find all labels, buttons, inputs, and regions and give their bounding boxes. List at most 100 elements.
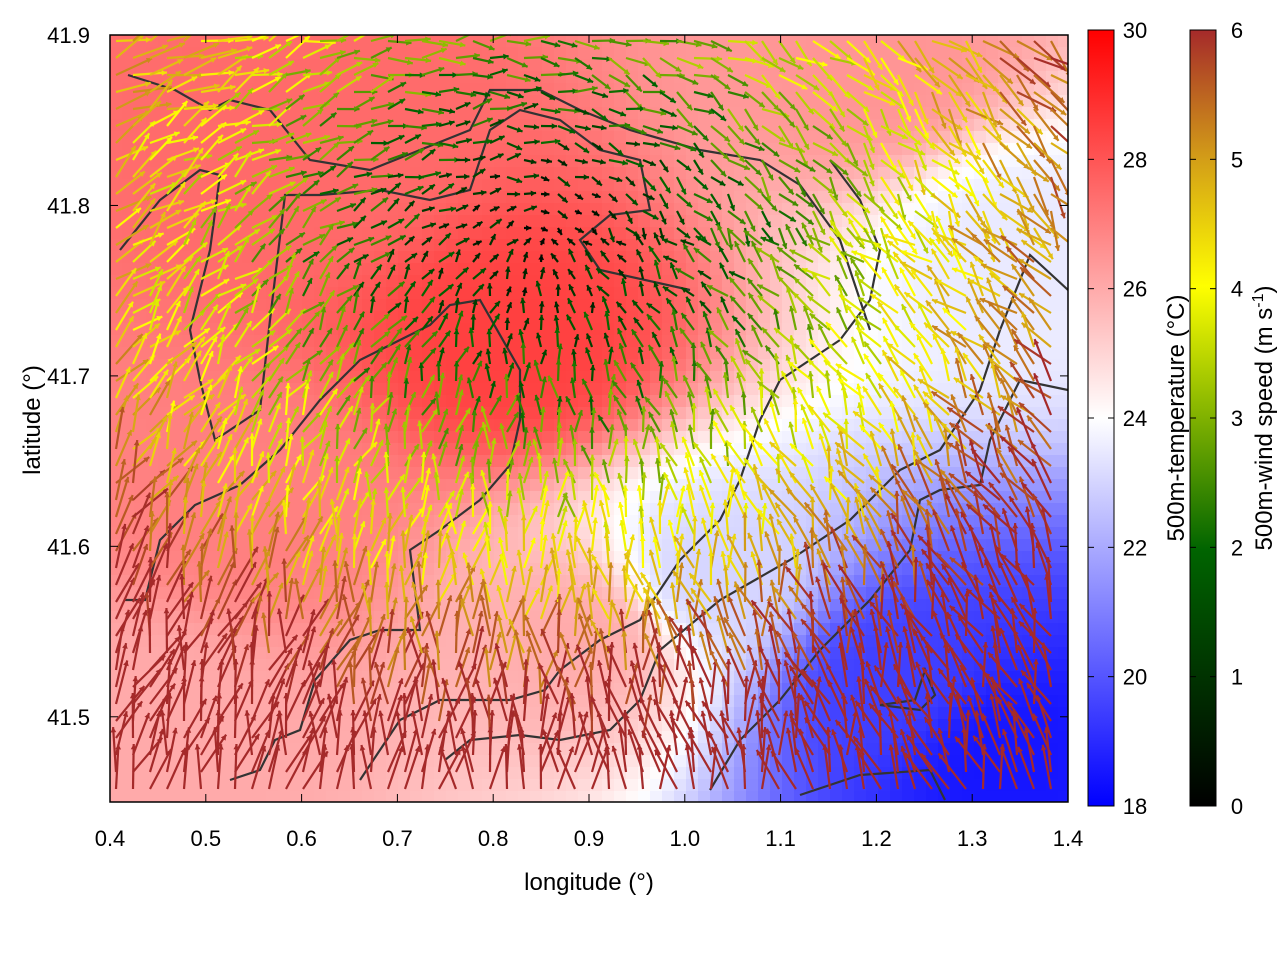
temperature-cell: [290, 167, 303, 180]
temperature-cell: [518, 215, 531, 228]
temperature-cell: [338, 719, 351, 732]
temperature-cell: [698, 419, 711, 432]
temperature-cell: [374, 791, 387, 802]
temperature-cell: [530, 263, 543, 276]
temperature-cell: [278, 347, 291, 360]
temperature-cell: [770, 179, 783, 192]
temperature-cell: [374, 575, 387, 588]
temperature-cell: [374, 227, 387, 240]
temperature-cell: [374, 359, 387, 372]
temperature-cell: [494, 443, 507, 456]
temperature-cell: [914, 287, 927, 300]
temperature-cell: [278, 407, 291, 420]
temperature-cell: [278, 83, 291, 96]
temperature-cell: [266, 791, 279, 802]
temperature-cell: [326, 455, 339, 468]
temperature-cell: [146, 407, 159, 420]
temperature-cell: [686, 191, 699, 204]
temperature-cell: [230, 731, 243, 744]
temperature-cell: [818, 191, 831, 204]
temperature-cell: [590, 59, 603, 72]
temperature-cell: [278, 755, 291, 768]
temperature-cell: [386, 143, 399, 156]
temperature-cell: [806, 131, 819, 144]
temperature-cell: [314, 791, 327, 802]
temperature-cell: [542, 215, 555, 228]
temperature-cell: [398, 371, 411, 384]
temperature-cell: [806, 35, 819, 48]
temperature-cell: [578, 767, 591, 780]
temperature-cell: [326, 155, 339, 168]
temperature-cell: [386, 491, 399, 504]
temperature-cell: [674, 347, 687, 360]
temperature-cell: [302, 227, 315, 240]
temperature-cell: [122, 623, 135, 636]
temperature-cell: [686, 539, 699, 552]
temperature-cell: [458, 59, 471, 72]
temperature-cell: [374, 287, 387, 300]
temperature-cell: [374, 107, 387, 120]
temperature-cell: [746, 767, 759, 780]
temperature-cell: [314, 671, 327, 684]
temperature-cell: [254, 647, 267, 660]
temperature-cell: [962, 215, 975, 228]
temperature-cell: [602, 431, 615, 444]
temperature-cell: [110, 707, 123, 720]
temperature-cell: [326, 83, 339, 96]
temperature-cell: [770, 683, 783, 696]
temperature-cell: [350, 443, 363, 456]
temperature-cell: [614, 455, 627, 468]
temperature-cell: [326, 179, 339, 192]
temperature-cell: [482, 743, 495, 756]
temperature-cell: [290, 347, 303, 360]
temperature-cell: [542, 335, 555, 348]
temperature-cell: [410, 455, 423, 468]
temperature-cell: [830, 767, 843, 780]
temperature-cell: [446, 71, 459, 84]
temperature-cell: [242, 167, 255, 180]
temperature-cell: [122, 767, 135, 780]
temperature-cell: [398, 287, 411, 300]
temperature-cell: [1034, 767, 1047, 780]
temperature-cell: [458, 143, 471, 156]
temperature-cell: [374, 275, 387, 288]
temperature-cell: [626, 767, 639, 780]
temperature-cell: [626, 287, 639, 300]
temperature-cell: [182, 719, 195, 732]
temperature-cell: [230, 599, 243, 612]
temperature-cell: [470, 227, 483, 240]
temperature-cell: [962, 767, 975, 780]
temperature-cell: [254, 479, 267, 492]
temperature-cell: [650, 575, 663, 588]
temperature-cell: [146, 791, 159, 802]
temperature-cell: [170, 383, 183, 396]
temperature-cell: [170, 779, 183, 792]
temperature-cell: [206, 119, 219, 132]
temperature-cell: [710, 479, 723, 492]
temperature-cell: [254, 443, 267, 456]
temperature-cell: [626, 263, 639, 276]
temperature-cell: [926, 359, 939, 372]
temperature-cell: [326, 743, 339, 756]
temperature-cell: [194, 107, 207, 120]
temperature-cell: [290, 707, 303, 720]
temperature-cell: [746, 755, 759, 768]
temperature-cell: [194, 671, 207, 684]
temperature-cell: [674, 203, 687, 216]
temperature-cell: [710, 371, 723, 384]
temperature-cell: [650, 95, 663, 108]
temperature-cell: [902, 71, 915, 84]
temperature-cell: [362, 791, 375, 802]
temperature-cell: [374, 95, 387, 108]
temperature-cell: [662, 551, 675, 564]
temperature-cell: [674, 167, 687, 180]
temperature-cell: [578, 419, 591, 432]
temperature-cell: [314, 335, 327, 348]
temperature-cell: [146, 659, 159, 672]
temperature-cell: [122, 527, 135, 540]
temperature-cell: [314, 587, 327, 600]
temperature-cell: [134, 467, 147, 480]
temperature-cell: [590, 119, 603, 132]
temperature-cell: [434, 71, 447, 84]
temperature-cell: [1034, 575, 1047, 588]
